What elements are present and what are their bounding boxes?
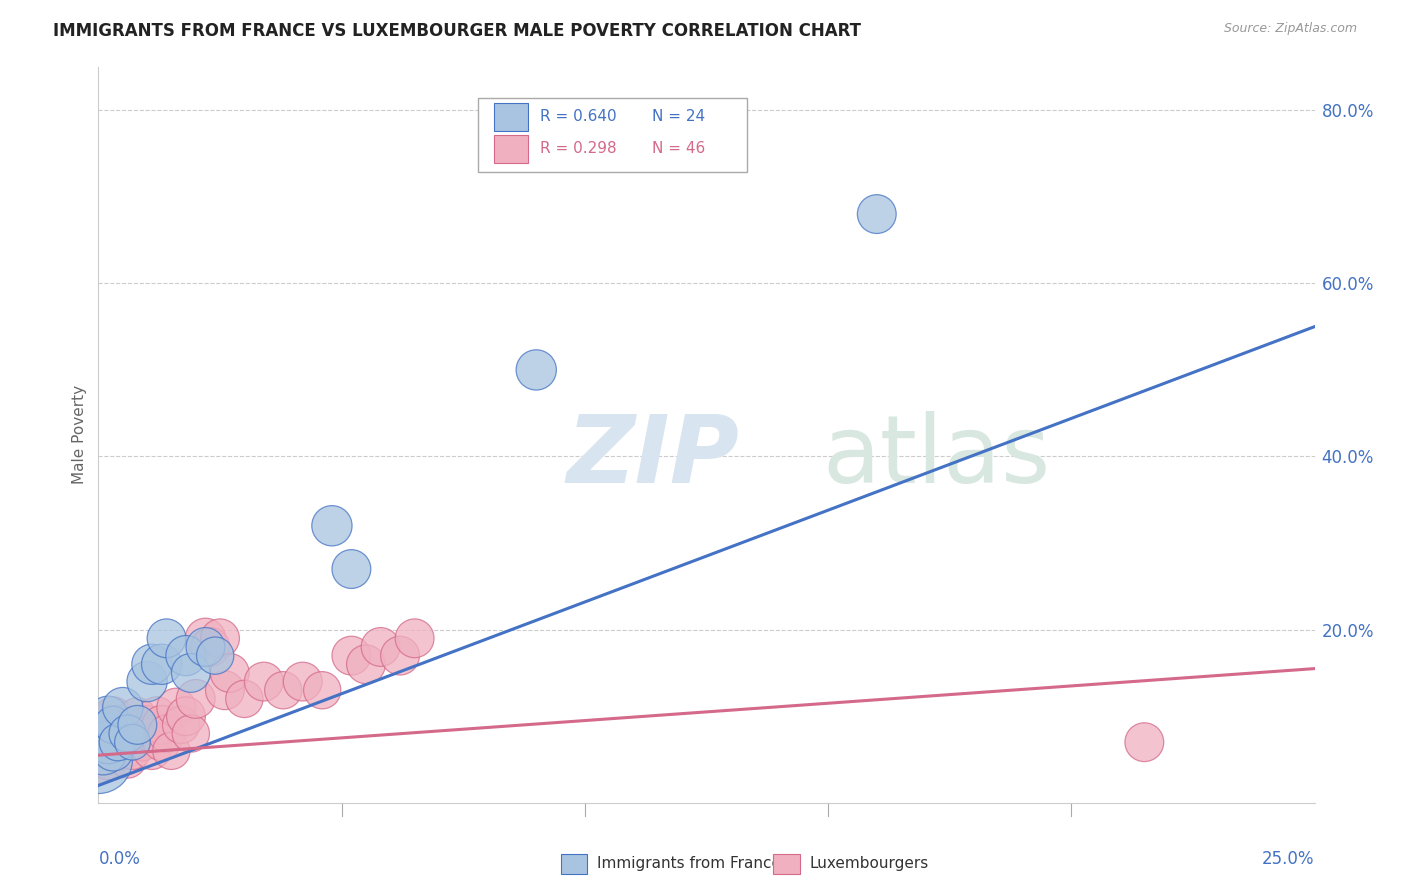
Point (91, 718, 114, 732)
Point (340, 648, 363, 663)
Point (131, 735, 153, 749)
Point (321, 518, 343, 533)
Point (370, 640, 392, 654)
Text: R = 0.298: R = 0.298 (540, 141, 616, 156)
Point (136, 674, 159, 689)
Point (150, 657, 173, 672)
Point (136, 718, 159, 732)
Point (141, 657, 163, 672)
Point (97, 726, 120, 740)
Point (204, 648, 226, 663)
Point (194, 632, 217, 646)
Point (165, 700, 187, 714)
Text: 0.0%: 0.0% (98, 850, 141, 869)
Point (404, 632, 426, 646)
Point (101, 744, 124, 758)
Point (87, 744, 110, 758)
Text: R = 0.640: R = 0.640 (540, 110, 616, 125)
Point (97, 735, 120, 749)
Point (141, 726, 163, 740)
Point (150, 718, 173, 732)
Point (150, 735, 173, 749)
Point (233, 692, 256, 706)
Bar (773, 854, 800, 874)
Text: N = 24: N = 24 (652, 110, 704, 125)
FancyBboxPatch shape (478, 98, 747, 172)
Point (389, 648, 412, 663)
Point (121, 744, 143, 758)
Point (91, 735, 114, 749)
Point (209, 632, 232, 646)
Point (97, 752, 120, 766)
Point (180, 726, 202, 740)
Point (180, 665, 202, 680)
Point (271, 683, 294, 698)
Point (107, 735, 129, 749)
Point (340, 562, 363, 576)
Text: N = 46: N = 46 (652, 141, 704, 156)
Bar (561, 854, 588, 874)
Point (214, 683, 236, 698)
Text: atlas: atlas (823, 411, 1050, 503)
Point (218, 665, 240, 680)
Text: IMMIGRANTS FROM FRANCE VS LUXEMBOURGER MALE POVERTY CORRELATION CHART: IMMIGRANTS FROM FRANCE VS LUXEMBOURGER M… (53, 22, 862, 40)
Point (91, 744, 114, 758)
Point (141, 744, 163, 758)
Point (97, 709, 120, 723)
Point (311, 683, 333, 698)
Text: Immigrants from France: Immigrants from France (598, 855, 782, 871)
Point (194, 640, 217, 654)
Point (866, 207, 889, 221)
Point (174, 709, 197, 723)
Point (111, 700, 134, 714)
Point (155, 726, 177, 740)
Point (117, 726, 139, 740)
Bar (494, 135, 527, 162)
Point (170, 718, 193, 732)
Point (155, 632, 177, 646)
Point (291, 674, 314, 689)
Text: 25.0%: 25.0% (1263, 850, 1315, 869)
Point (253, 674, 276, 689)
Point (127, 726, 149, 740)
Bar (494, 103, 527, 131)
Text: ZIP: ZIP (567, 411, 740, 503)
Point (127, 718, 149, 732)
Point (111, 726, 134, 740)
Point (160, 744, 183, 758)
Point (127, 709, 149, 723)
Text: Source: ZipAtlas.com: Source: ZipAtlas.com (1223, 22, 1357, 36)
Point (117, 752, 139, 766)
Point (87, 752, 110, 766)
Point (524, 363, 547, 377)
Point (121, 735, 143, 749)
Point (107, 735, 129, 749)
Point (101, 744, 124, 758)
Point (184, 692, 207, 706)
Point (117, 735, 139, 749)
Point (101, 718, 124, 732)
Point (174, 648, 197, 663)
Point (146, 709, 169, 723)
Point (107, 718, 129, 732)
Point (200, 640, 222, 654)
Point (111, 744, 134, 758)
Point (101, 709, 124, 723)
Point (354, 657, 377, 672)
Point (91, 726, 114, 740)
Text: Luxembourgers: Luxembourgers (810, 855, 929, 871)
Y-axis label: Male Poverty: Male Poverty (72, 385, 87, 484)
Point (1133, 735, 1156, 749)
